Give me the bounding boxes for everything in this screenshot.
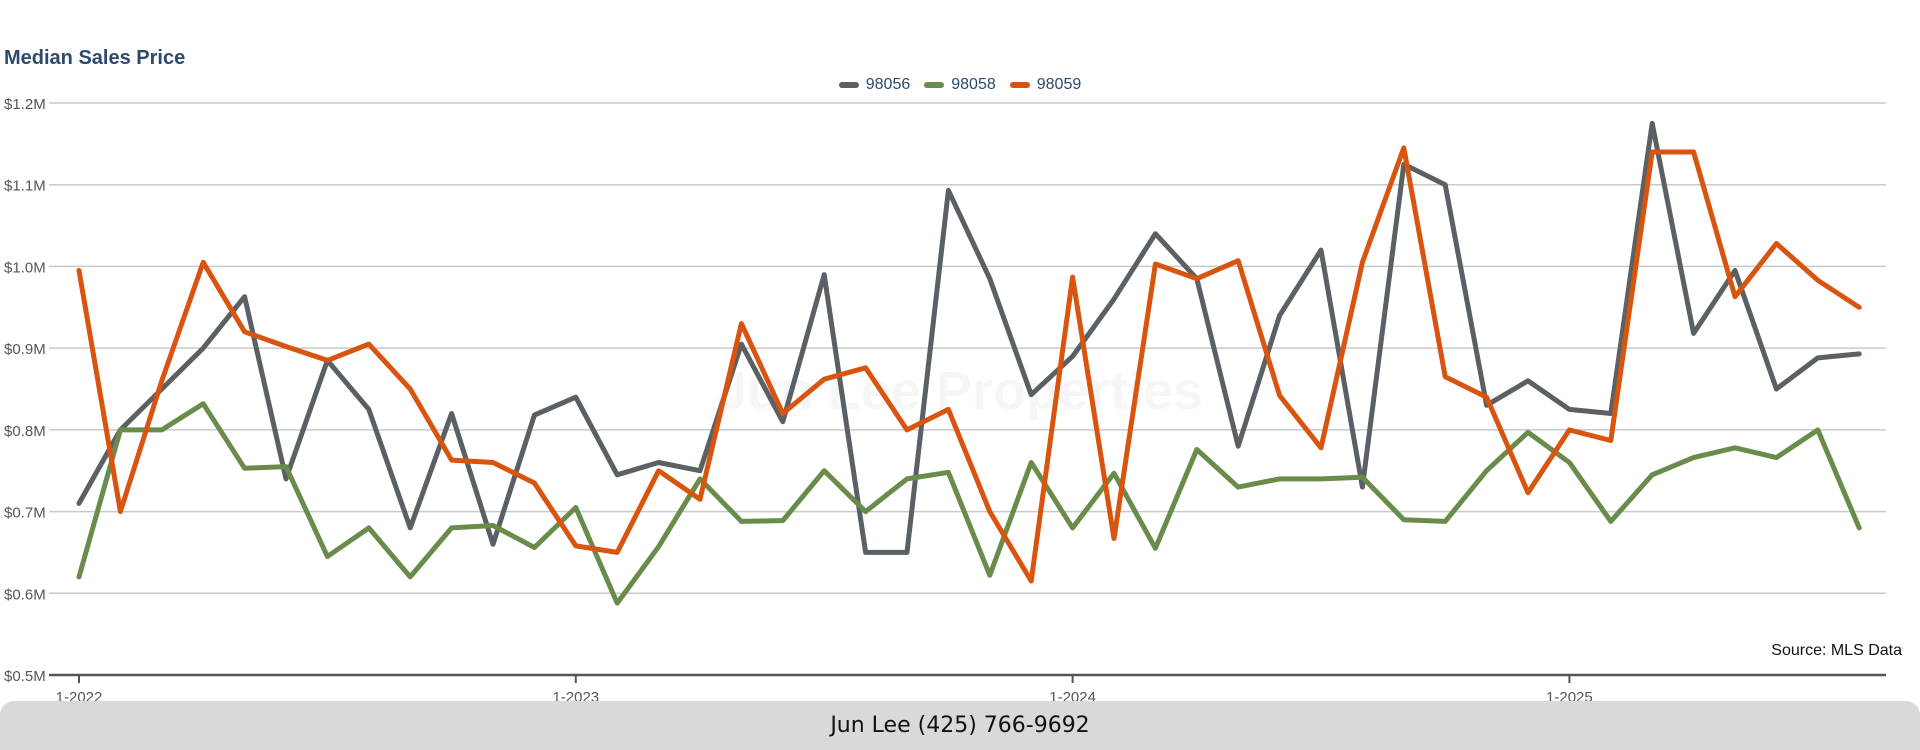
legend-item-98059[interactable]: 98059: [1009, 76, 1082, 94]
y-tick-label: $0.7M: [4, 505, 46, 522]
series-line-98056: [76, 120, 1862, 555]
y-tick-label: $1.2M: [4, 96, 46, 113]
legend-label-98056: 98056: [865, 76, 911, 93]
legend-swatch-98058: [924, 82, 945, 88]
series-line-98058: [76, 401, 1862, 606]
legend-swatch-98059: [1009, 82, 1030, 88]
legend-swatch-98056: [838, 82, 859, 88]
y-tick-label: $0.6M: [4, 586, 46, 603]
footer-contact: Jun Lee (425) 766-9692: [830, 713, 1090, 738]
y-tick-label: $1.0M: [4, 259, 46, 276]
source-note: Source: MLS Data: [1771, 642, 1902, 659]
y-tick-label: $1.1M: [4, 178, 46, 195]
y-tick-label: $0.9M: [4, 341, 46, 358]
legend-item-98058[interactable]: 98058: [924, 76, 996, 94]
y-tick-label: $0.8M: [4, 423, 46, 440]
chart-title: Median Sales Price: [4, 47, 186, 69]
y-tick-label: $0.5M: [4, 668, 46, 685]
chart-legend: 98056 98058 98059: [0, 76, 1920, 94]
footer-bar: Jun Lee (425) 766-9692: [0, 701, 1920, 750]
series-line-98059: [76, 145, 1862, 584]
legend-label-98058: 98058: [951, 76, 996, 93]
legend-item-98056[interactable]: 98056: [838, 76, 911, 94]
legend-label-98059: 98059: [1036, 76, 1082, 93]
